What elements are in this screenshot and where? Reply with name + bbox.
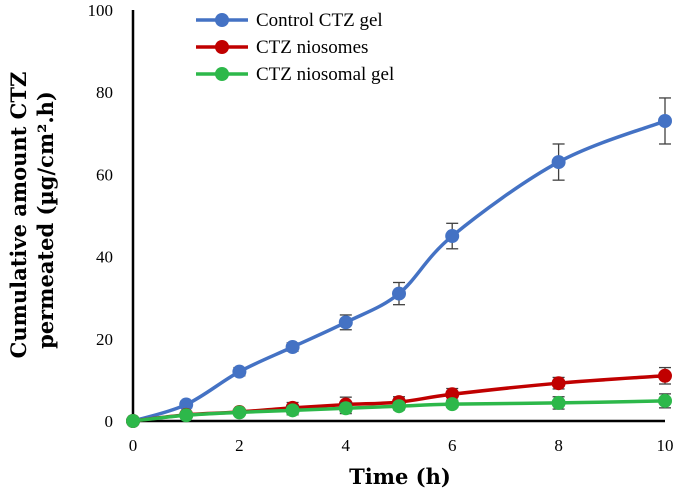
data-point bbox=[392, 286, 406, 301]
y-tick-label: 0 bbox=[105, 412, 114, 431]
y-tick-labels: 0 20 40 60 80 100 bbox=[88, 1, 114, 431]
data-point bbox=[338, 315, 353, 330]
data-point bbox=[551, 155, 566, 170]
data-point bbox=[445, 387, 460, 402]
data-point bbox=[126, 414, 140, 428]
data-point bbox=[658, 393, 672, 408]
series-ctz-niosomal-gel bbox=[126, 393, 672, 428]
legend-item: Control CTZ gel bbox=[196, 10, 383, 31]
legend-item: CTZ niosomes bbox=[196, 37, 368, 58]
x-axis-title: Time (h) bbox=[349, 464, 451, 489]
data-point bbox=[658, 368, 672, 383]
y-tick-label: 60 bbox=[96, 165, 113, 184]
data-point bbox=[285, 403, 300, 418]
y-tick-label: 40 bbox=[96, 248, 113, 267]
x-tick-label: 0 bbox=[129, 436, 138, 455]
data-point bbox=[658, 113, 672, 128]
y-tick-label: 100 bbox=[88, 1, 114, 20]
legend-item: CTZ niosomal gel bbox=[196, 64, 394, 85]
legend-swatch-marker bbox=[215, 13, 229, 27]
legend-swatch-marker bbox=[215, 40, 229, 54]
series-line bbox=[132, 119, 666, 423]
y-tick-label: 20 bbox=[96, 330, 113, 349]
legend-swatch-marker bbox=[215, 67, 229, 81]
series-ctz-niosomes bbox=[126, 366, 672, 428]
x-tick-label: 8 bbox=[554, 436, 563, 455]
legend-label: CTZ niosomes bbox=[256, 37, 368, 58]
y-axis-title-line2: permeated (µg/cm².h) bbox=[33, 91, 58, 349]
series-layer bbox=[126, 97, 672, 428]
data-point bbox=[551, 395, 566, 410]
x-tick-labels: 0 2 4 6 8 10 bbox=[129, 436, 674, 455]
data-point bbox=[179, 397, 194, 412]
x-tick-label: 4 bbox=[342, 436, 351, 455]
x-tick-label: 10 bbox=[657, 436, 674, 455]
y-tick-label: 80 bbox=[96, 83, 113, 102]
data-point bbox=[392, 399, 406, 414]
data-point bbox=[285, 340, 300, 355]
data-point bbox=[179, 408, 194, 423]
series-control-ctz-gel bbox=[126, 97, 672, 428]
data-point bbox=[232, 364, 247, 379]
legend: Control CTZ gel CTZ niosomes CTZ niosomal … bbox=[196, 10, 394, 85]
legend-label: Control CTZ gel bbox=[256, 10, 383, 31]
legend-label: CTZ niosomal gel bbox=[256, 64, 394, 85]
data-point bbox=[338, 401, 353, 416]
data-point bbox=[551, 376, 566, 391]
y-axis-title-line1: Cumulative amount CTZ bbox=[6, 72, 31, 359]
x-tick-label: 6 bbox=[448, 436, 457, 455]
x-tick-label: 2 bbox=[235, 436, 244, 455]
data-point bbox=[445, 229, 460, 244]
data-point bbox=[232, 405, 247, 420]
data-point bbox=[445, 397, 460, 412]
